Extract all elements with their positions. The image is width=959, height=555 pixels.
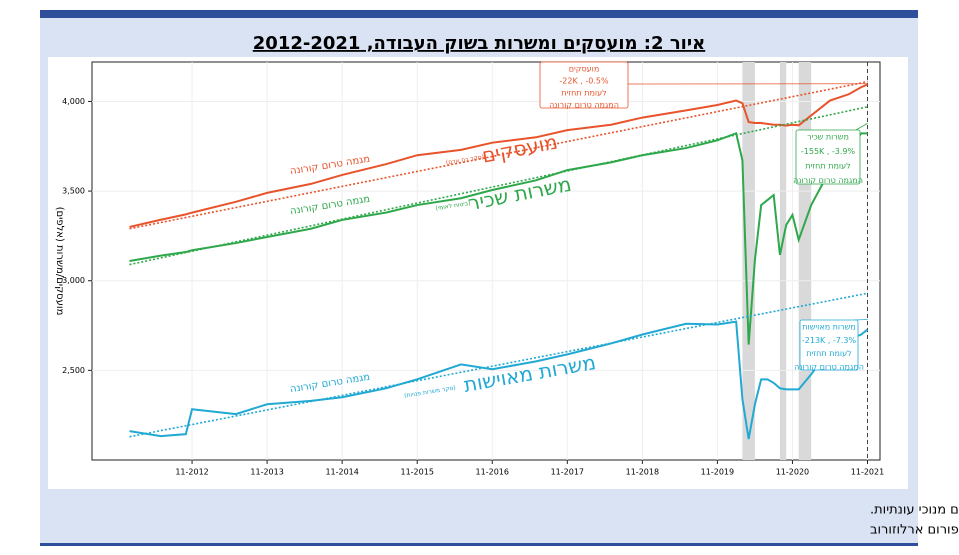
x-tick-label: 11-2021 — [851, 468, 884, 477]
x-tick-label: 11-2013 — [250, 468, 283, 477]
annotation-text: -155K , -3.9% — [801, 147, 856, 156]
footer-source: מקור הנתונים: הלשכה המרכזית לסטטיסטיקה –… — [870, 503, 959, 518]
annotation-text: המגמה טרום קורונה — [549, 101, 619, 110]
x-tick-label: 11-2014 — [325, 468, 358, 477]
chart-title: איור 2: מועסקים ומשרות בשוק העבודה, 2012… — [253, 33, 705, 54]
bottom-bar — [40, 543, 918, 546]
annotation-text: משרות מאוישות — [802, 323, 855, 332]
lockdown-band — [780, 62, 786, 460]
annotation-text: לעומת תחזית — [806, 349, 851, 358]
annotation-text: לעומת תחזית — [805, 162, 850, 171]
x-tick-label: 11-2016 — [476, 468, 509, 477]
top-bar — [40, 10, 918, 18]
x-tick-label: 11-2017 — [551, 468, 584, 477]
annotation-text: משרות שכיר — [807, 133, 849, 142]
annotation-text: לעומת תחזית — [561, 89, 606, 98]
chart-area — [48, 57, 908, 489]
y-tick-label: 2,500 — [62, 366, 85, 375]
x-tick-label: 11-2019 — [701, 468, 734, 477]
y-tick-label: 4,000 — [62, 97, 85, 106]
annotation-text: המגמה טרום קורונה — [794, 362, 864, 371]
x-tick-label: 11-2018 — [626, 468, 659, 477]
lockdown-band — [799, 62, 812, 460]
annotation-text: המגמה טרום קורונה — [793, 176, 863, 185]
x-tick-label: 11-2012 — [175, 468, 208, 477]
y-tick-label: 3,500 — [62, 187, 85, 196]
y-tick-label: 3,000 — [62, 276, 85, 285]
footer-editing: עיבוד: פורום ארלוזורוב — [870, 523, 959, 538]
annotation-text: -22K , -0.5% — [559, 77, 609, 86]
annotation-text: -213K , -7.3% — [802, 336, 857, 345]
x-tick-label: 11-2020 — [776, 468, 809, 477]
y-axis-label: מועסקים/משרות (אלפים) — [54, 207, 65, 316]
annotation-text: מועסקים — [569, 65, 600, 74]
x-tick-label: 11-2015 — [400, 468, 433, 477]
